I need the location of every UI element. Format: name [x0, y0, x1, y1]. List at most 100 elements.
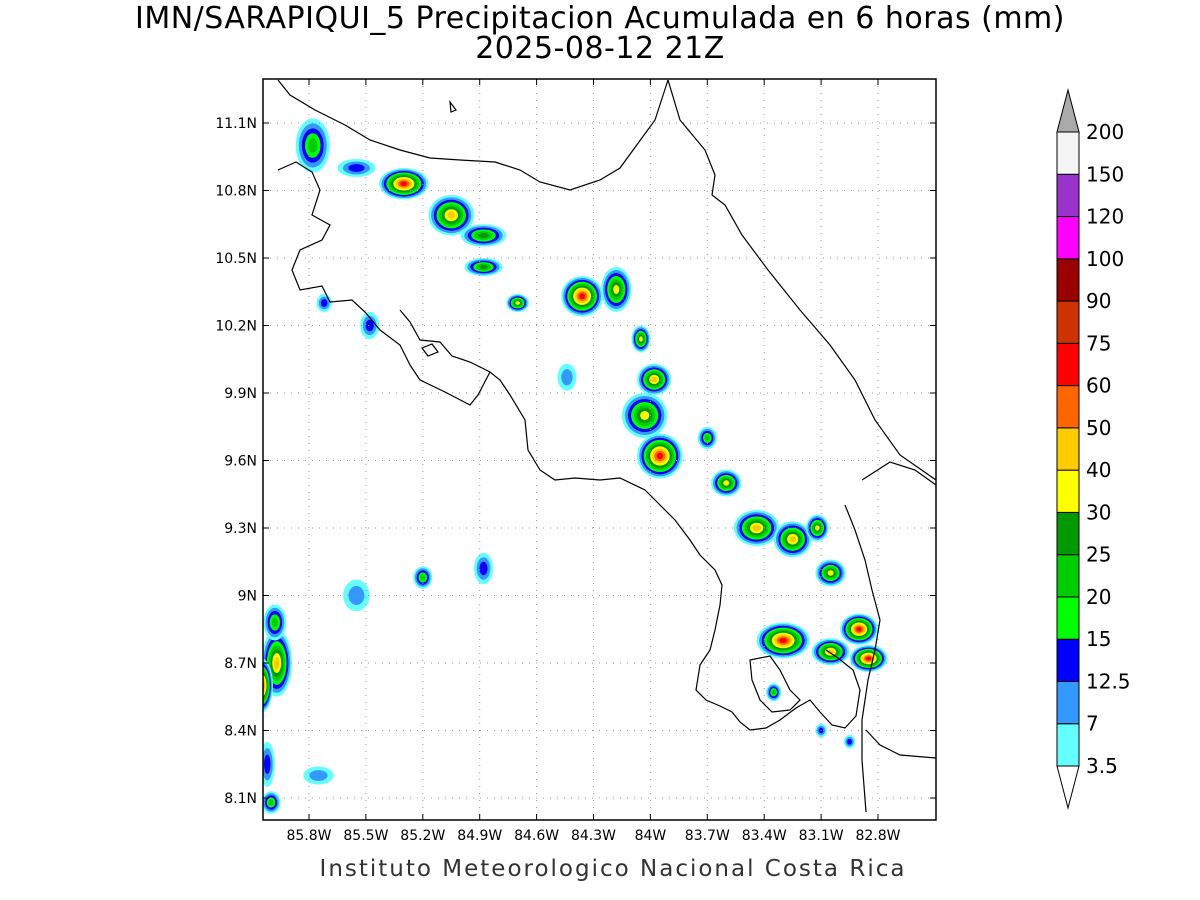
colorbar-label: 15	[1086, 627, 1111, 651]
longitude-axis: 85.8W 85.5W 85.2W 84.9W 84.6W 84.3W 84W 83.7W 83…	[286, 79, 901, 844]
colorbar-segment	[1056, 173, 1080, 218]
lon-tick-label: 85.8W	[286, 828, 331, 844]
panama-border	[844, 504, 881, 813]
lon-tick-label: 84.6W	[514, 828, 559, 844]
colorbar-under-triangle	[1056, 765, 1080, 810]
precip-contour	[579, 293, 586, 300]
colorbar-segment	[1056, 596, 1080, 640]
colorbar-over-triangle	[1056, 88, 1080, 133]
osa-peninsula	[749, 655, 801, 713]
lat-tick-label: 8.7N	[224, 656, 257, 672]
precip-contour	[308, 138, 318, 153]
precip-contour	[651, 376, 658, 383]
precip-contour	[789, 536, 796, 543]
colorbar-label: 100	[1086, 247, 1124, 271]
precip-contour	[515, 301, 520, 305]
precip-contour	[274, 657, 280, 669]
colorbar-segment	[1056, 300, 1080, 344]
precip-contour	[479, 264, 488, 270]
lon-tick-label: 83.7W	[685, 828, 730, 844]
precip-contour	[320, 299, 328, 307]
colorbar-label: 12.5	[1086, 669, 1131, 693]
lon-tick-label: 85.2W	[400, 828, 445, 844]
colorbar-label: 200	[1086, 120, 1124, 144]
footer-credit: Instituto Meteorologico Nacional Costa R…	[319, 856, 907, 882]
map-title: IMN/SARAPIQUI_5 Precipitacion Acumulada …	[135, 1, 1065, 36]
lat-tick-label: 10.5N	[215, 251, 257, 267]
colorbar-label: 20	[1086, 585, 1111, 609]
precip-contour	[847, 738, 852, 745]
lon-tick-label: 83.1W	[799, 828, 844, 844]
precip-contour	[264, 754, 271, 774]
panama-pacific-coast	[865, 729, 936, 759]
lake-small	[449, 99, 457, 113]
colorbar-label: 3.5	[1086, 754, 1118, 778]
lat-tick-label: 8.1N	[224, 791, 257, 807]
precip-contour	[752, 524, 761, 532]
precip-contour	[271, 617, 278, 628]
colorbar-label: 150	[1086, 162, 1124, 186]
colorbar-segment	[1056, 342, 1080, 387]
panama-coast	[861, 461, 936, 486]
colorbar-segment	[1056, 723, 1080, 767]
lat-tick-label: 9N	[238, 589, 257, 605]
caribbean-coast	[277, 79, 669, 191]
precip-contour	[309, 770, 328, 781]
precip-contour	[827, 570, 834, 576]
map-subtitle-date: 2025-08-12 21Z	[475, 31, 725, 66]
precip-contour	[348, 586, 365, 605]
lat-tick-label: 9.9N	[224, 386, 257, 402]
colorbar-label: 75	[1086, 331, 1111, 355]
lat-tick-label: 9.6N	[224, 454, 257, 470]
colorbar-segment	[1056, 385, 1080, 429]
lon-tick-label: 84W	[635, 828, 667, 844]
lat-tick-label: 10.2N	[215, 319, 257, 335]
caribbean-coast-south	[667, 79, 936, 481]
lon-tick-label: 84.9W	[457, 828, 502, 844]
map-frame	[262, 78, 937, 821]
colorbar-segment	[1056, 469, 1080, 513]
lat-tick-label: 8.4N	[224, 724, 257, 740]
lon-tick-label: 84.3W	[571, 828, 616, 844]
precip-contour	[815, 525, 820, 531]
precip-contour	[865, 656, 872, 661]
colorbar-segment	[1056, 216, 1080, 260]
precip-contour	[613, 285, 620, 294]
precipitation-field	[263, 118, 888, 814]
precip-contour	[771, 689, 776, 695]
latitude-axis: 11.1N 10.8N 10.5N 10.2N 9.9N 9.6N 9.3N 9N 8.7N 8.…	[215, 116, 936, 807]
colorbar-label: 50	[1086, 416, 1111, 440]
colorbar-segment	[1056, 131, 1080, 175]
precip-contour	[447, 211, 456, 219]
colorbar-segment	[1056, 511, 1080, 556]
precip-contour	[420, 574, 426, 581]
lat-tick-label: 11.1N	[215, 116, 257, 132]
coastline-borders	[277, 79, 936, 813]
colorbar-segment	[1056, 258, 1080, 302]
precip-contour	[400, 181, 408, 186]
colorbar-label: 30	[1086, 500, 1111, 524]
precip-contour	[365, 319, 374, 332]
coastline-north	[277, 161, 861, 731]
colorbar-label: 40	[1086, 458, 1111, 482]
precip-contour	[640, 411, 650, 420]
precip-contour	[779, 637, 787, 644]
colorbar-segment	[1056, 554, 1080, 598]
precip-contour	[656, 452, 664, 460]
lat-tick-label: 9.3N	[224, 521, 257, 537]
precip-contour	[348, 164, 365, 172]
colorbar-label: 25	[1086, 543, 1111, 567]
precip-contour	[478, 232, 489, 239]
precip-contour	[704, 434, 710, 442]
lat-lon-grid	[263, 79, 936, 820]
colorbar-segment	[1056, 680, 1080, 725]
colorbar-legend: 3.5 7 12.5 15 20 25 30 40 50 60 75 90 100 120 150 200	[1056, 88, 1131, 810]
colorbar-label: 7	[1086, 712, 1099, 736]
lon-tick-label: 83.4W	[742, 828, 787, 844]
precip-contour	[639, 336, 643, 342]
precip-contour	[561, 369, 573, 386]
colorbar-segment	[1056, 638, 1080, 682]
precip-contour	[856, 627, 862, 632]
nicoya-inner-coast	[399, 309, 491, 373]
